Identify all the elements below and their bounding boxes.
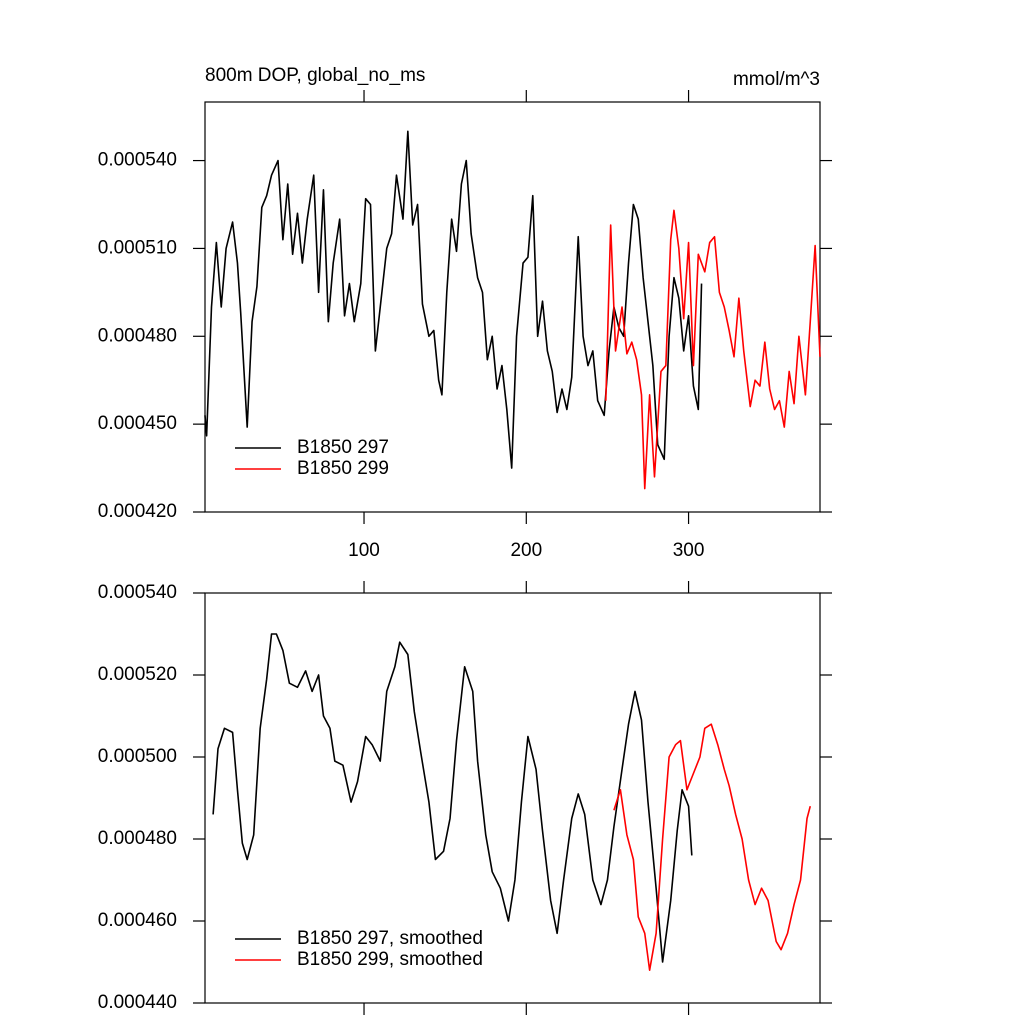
series-line — [613, 723, 812, 971]
plot-frame — [204, 101, 821, 513]
y-tick-label: 0.000440 — [98, 992, 177, 1013]
y-tick-label: 0.000520 — [98, 664, 177, 685]
plot-frame — [204, 592, 821, 1004]
y-tick-label: 0.000420 — [98, 501, 177, 522]
y-tick-label: 0.000540 — [98, 150, 177, 171]
y-tick-label: 0.000480 — [98, 325, 177, 346]
chart-title: 800m DOP, global_no_ms — [205, 65, 425, 86]
series-line — [204, 130, 703, 469]
y-tick-label: 0.000450 — [98, 413, 177, 434]
series-line — [212, 633, 693, 963]
series-line — [605, 209, 821, 490]
y-tick-label: 0.000540 — [98, 582, 177, 603]
units-label: mmol/m^3 — [733, 69, 820, 90]
y-tick-label: 0.000460 — [98, 910, 177, 931]
legend-label: B1850 297, smoothed — [297, 928, 483, 949]
legend-label: B1850 299, smoothed — [297, 949, 483, 970]
x-tick-label: 200 — [510, 540, 542, 561]
y-tick-label: 0.000480 — [98, 828, 177, 849]
legend-label: B1850 299 — [297, 458, 389, 479]
x-tick-label: 300 — [673, 540, 705, 561]
y-tick-label: 0.000500 — [98, 746, 177, 767]
legend-label: B1850 297 — [297, 437, 389, 458]
y-tick-label: 0.000510 — [98, 237, 177, 258]
x-tick-label: 100 — [348, 540, 380, 561]
